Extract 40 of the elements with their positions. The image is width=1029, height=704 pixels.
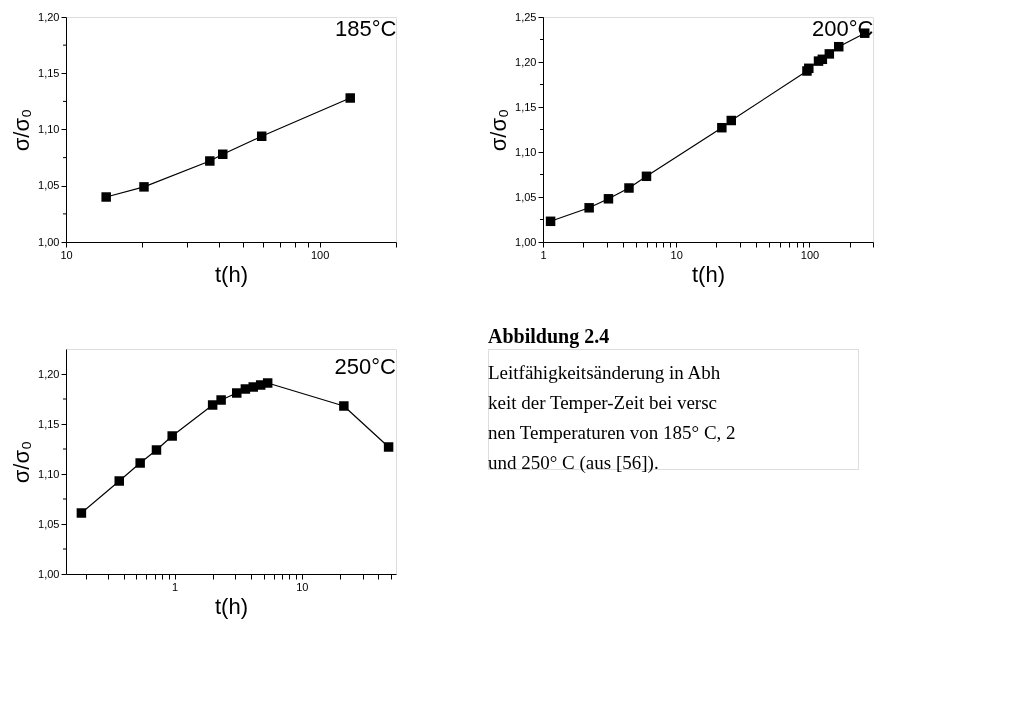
x-tick-label: 10 xyxy=(296,580,309,593)
y-tick-label: 1,15 xyxy=(38,417,60,430)
y-axis-title: σ/σ₀ xyxy=(486,108,512,152)
y-tick-label: 1,10 xyxy=(38,123,60,135)
y-tick-label: 1,20 xyxy=(38,367,60,380)
y-tick-label: 1,20 xyxy=(515,55,537,68)
x-tick-label: 1 xyxy=(172,580,179,593)
y-tick-label: 1,15 xyxy=(515,100,537,113)
point xyxy=(101,192,111,202)
text: Leitfähigkeitsänderung in Abh xyxy=(488,362,721,383)
text: und 250° C (aus [56]). xyxy=(488,452,659,474)
y-tick-label: 1,10 xyxy=(515,145,537,158)
x-axis-title: t(h) xyxy=(215,593,248,619)
text: keit der Temper-Zeit bei versc xyxy=(488,392,718,413)
y-tick-label: 1,00 xyxy=(38,567,60,580)
y-axis-title: σ/σ₀ xyxy=(9,440,35,484)
y-tick-label: 1,10 xyxy=(38,467,60,480)
text: Abbildung 2.4 xyxy=(488,325,610,348)
x-axis-title: t(h) xyxy=(692,261,725,287)
y-tick-label: 1,15 xyxy=(38,66,60,79)
chart-title: 185°C xyxy=(335,16,397,41)
point xyxy=(218,149,228,159)
y-tick-label: 1,00 xyxy=(515,235,537,248)
x-tick-label: 10 xyxy=(60,248,73,261)
point xyxy=(256,131,267,141)
x-axis-title: t(h) xyxy=(215,261,248,287)
y-axis-title: σ/σ₀ xyxy=(9,108,35,152)
chart-title: 250°C xyxy=(334,354,397,379)
y-tick-label: 1,05 xyxy=(38,179,60,192)
x-tick-label: 1 xyxy=(540,248,547,261)
y-tick-label: 1,20 xyxy=(38,10,60,23)
x-tick-label: 100 xyxy=(800,248,820,261)
y-tick-label: 1,00 xyxy=(38,235,60,248)
text: nen Temperaturen von 185° C, 2 xyxy=(488,422,736,443)
point xyxy=(139,182,149,192)
x-tick-label: 10 xyxy=(670,248,683,261)
y-tick-label: 1,05 xyxy=(515,190,537,203)
y-tick-label: 1,25 xyxy=(515,10,537,23)
x-tick-label: 100 xyxy=(310,248,330,261)
y-tick-label: 1,05 xyxy=(38,517,60,530)
